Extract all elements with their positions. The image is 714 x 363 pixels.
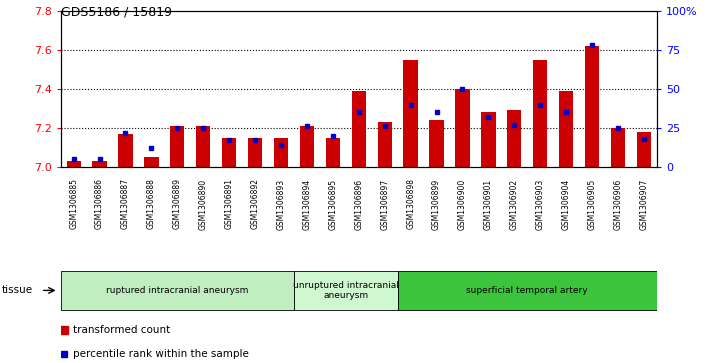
Text: GSM1306886: GSM1306886 bbox=[95, 179, 104, 229]
Bar bbox=[300, 126, 314, 167]
Text: GSM1306888: GSM1306888 bbox=[147, 179, 156, 229]
Bar bbox=[222, 138, 236, 167]
Text: transformed count: transformed count bbox=[73, 325, 170, 335]
Text: percentile rank within the sample: percentile rank within the sample bbox=[73, 348, 248, 359]
Bar bbox=[294, 271, 398, 310]
Text: unruptured intracranial
aneurysm: unruptured intracranial aneurysm bbox=[293, 281, 398, 300]
Text: tissue: tissue bbox=[2, 285, 34, 295]
Bar bbox=[144, 157, 159, 167]
Text: GSM1306899: GSM1306899 bbox=[432, 179, 441, 229]
Bar bbox=[637, 132, 651, 167]
Bar bbox=[378, 122, 392, 167]
Text: GSM1306900: GSM1306900 bbox=[458, 179, 467, 230]
Bar bbox=[611, 128, 625, 167]
Bar bbox=[585, 46, 599, 167]
Text: GSM1306893: GSM1306893 bbox=[276, 179, 286, 229]
Text: GSM1306887: GSM1306887 bbox=[121, 179, 130, 229]
Text: GSM1306896: GSM1306896 bbox=[354, 179, 363, 229]
Bar bbox=[456, 89, 470, 167]
Bar bbox=[119, 134, 133, 167]
Text: GSM1306904: GSM1306904 bbox=[562, 179, 570, 230]
Text: GSM1306905: GSM1306905 bbox=[588, 179, 597, 230]
Bar bbox=[481, 112, 496, 167]
Bar bbox=[274, 138, 288, 167]
Text: GSM1306898: GSM1306898 bbox=[406, 179, 415, 229]
Bar bbox=[429, 120, 443, 167]
Text: GSM1306885: GSM1306885 bbox=[69, 179, 78, 229]
Bar bbox=[170, 126, 184, 167]
Text: GSM1306907: GSM1306907 bbox=[640, 179, 648, 230]
Text: GSM1306895: GSM1306895 bbox=[328, 179, 337, 229]
Text: GSM1306901: GSM1306901 bbox=[484, 179, 493, 229]
Bar bbox=[196, 126, 211, 167]
Text: superficial temporal artery: superficial temporal artery bbox=[466, 286, 588, 295]
Text: GSM1306906: GSM1306906 bbox=[613, 179, 623, 230]
Text: GSM1306902: GSM1306902 bbox=[510, 179, 519, 229]
Bar bbox=[61, 271, 294, 310]
Bar bbox=[66, 161, 81, 167]
Bar bbox=[533, 60, 548, 167]
Bar bbox=[403, 60, 418, 167]
Bar bbox=[352, 91, 366, 167]
Bar bbox=[559, 91, 573, 167]
Bar bbox=[248, 138, 262, 167]
Text: GSM1306889: GSM1306889 bbox=[173, 179, 182, 229]
Text: GSM1306897: GSM1306897 bbox=[381, 179, 389, 229]
Bar bbox=[326, 138, 340, 167]
Text: GDS5186 / 15819: GDS5186 / 15819 bbox=[61, 5, 171, 19]
Text: GSM1306903: GSM1306903 bbox=[536, 179, 545, 230]
Bar bbox=[92, 161, 106, 167]
Text: GSM1306890: GSM1306890 bbox=[198, 179, 208, 229]
Text: GSM1306891: GSM1306891 bbox=[225, 179, 233, 229]
Text: GSM1306894: GSM1306894 bbox=[303, 179, 311, 229]
Bar bbox=[398, 271, 657, 310]
Text: GSM1306892: GSM1306892 bbox=[251, 179, 260, 229]
Text: ruptured intracranial aneurysm: ruptured intracranial aneurysm bbox=[106, 286, 248, 295]
Bar bbox=[507, 110, 521, 167]
